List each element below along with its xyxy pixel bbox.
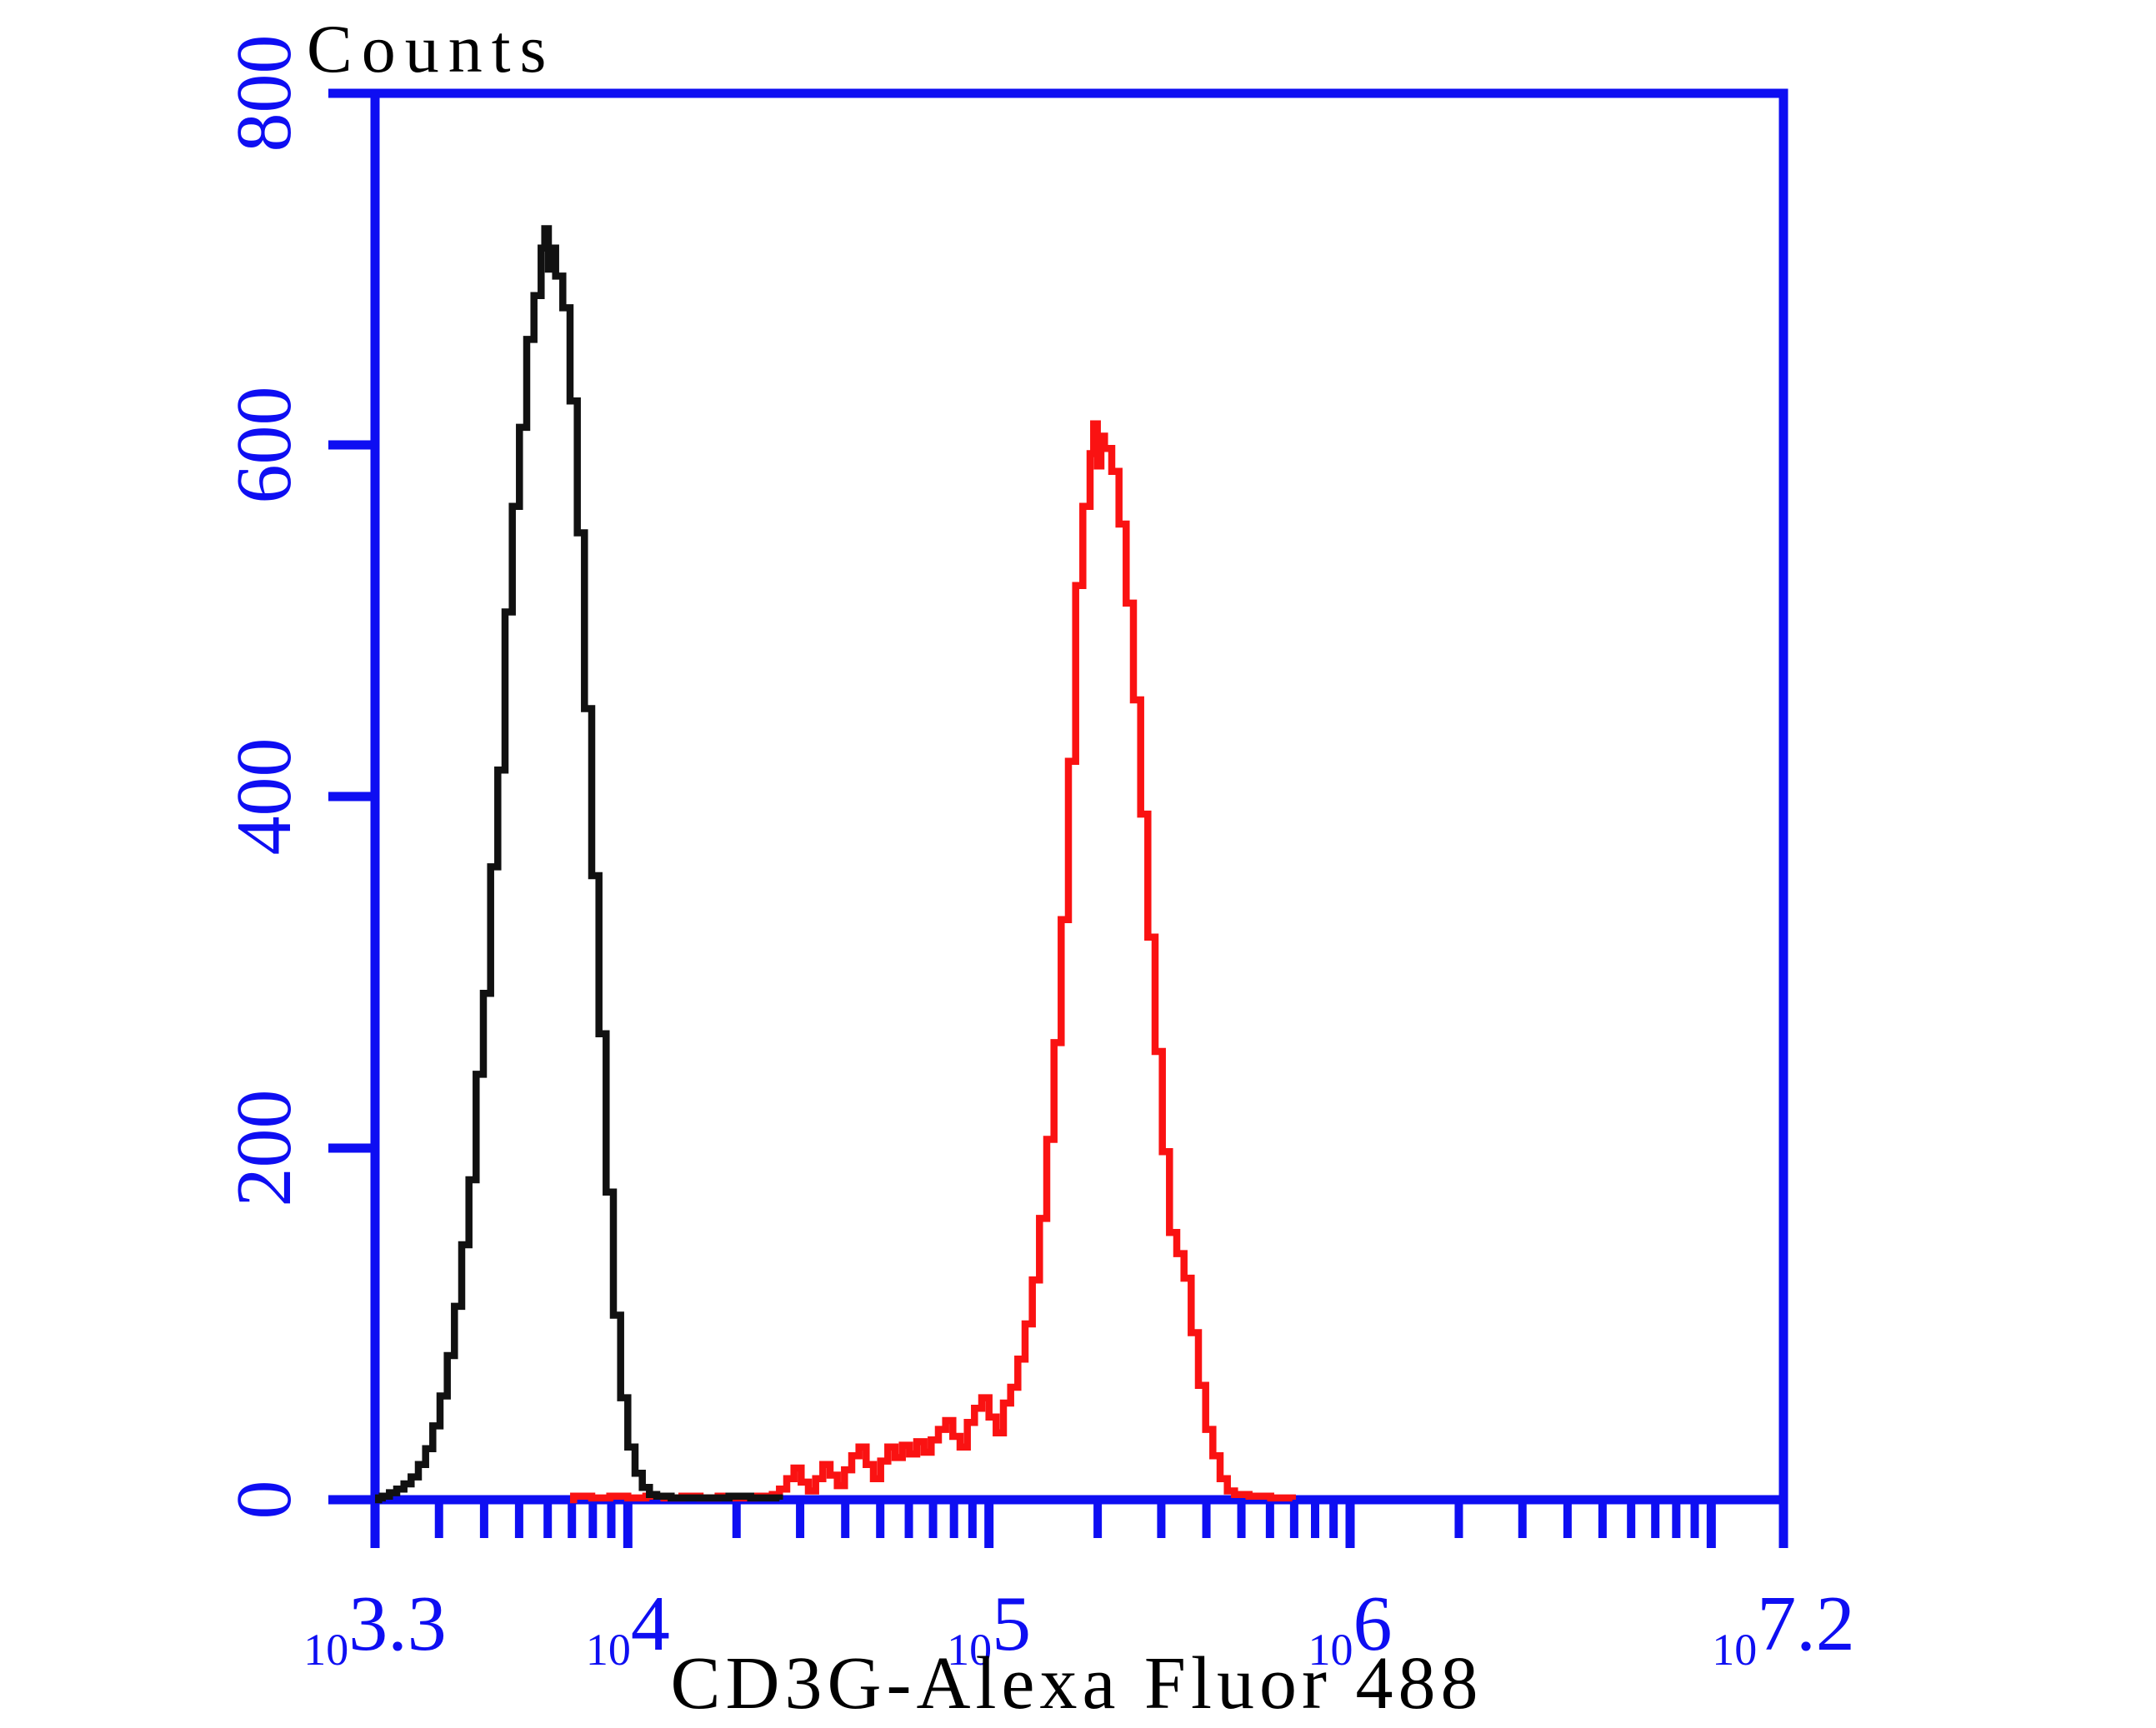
- x-tick-label: 107.2: [1712, 1581, 1855, 1675]
- chart-generated-layer: 0 200 400 600 800 103.3 104 105 106 107.2: [221, 35, 1855, 1676]
- y-tick-label: 0: [221, 1481, 308, 1520]
- x-tick-label: 104: [586, 1581, 670, 1675]
- plot-frame: [370, 88, 1788, 1505]
- y-tick-label: 400: [221, 738, 308, 856]
- x-tick-label: 103.3: [303, 1581, 447, 1675]
- black-histogram-curve: [375, 225, 783, 1504]
- y-axis-title: Counts: [307, 11, 555, 87]
- red-histogram-curve: [570, 420, 1296, 1504]
- x-tick-label: 105: [947, 1581, 1031, 1675]
- x-tick-label: 106: [1308, 1581, 1393, 1675]
- y-tick-label: 800: [221, 35, 308, 152]
- y-tick-label: 200: [221, 1090, 308, 1207]
- x-axis-title: CD3G-Alexa Fluor 488: [671, 1642, 1483, 1725]
- y-tick-label: 600: [221, 387, 308, 504]
